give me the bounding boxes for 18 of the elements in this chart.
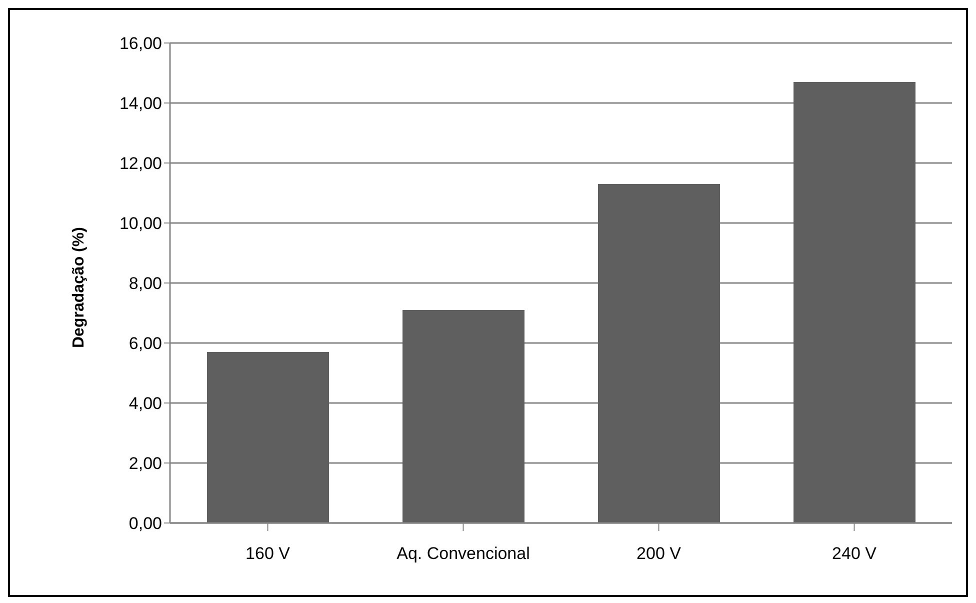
y-tick-label: 14,00 [119,94,162,114]
bar [402,310,524,523]
bar [794,82,916,523]
y-tick-label: 4,00 [128,394,162,414]
bar [207,352,329,523]
y-tick-label: 10,00 [119,214,162,234]
x-tick-label: Aq. Convencional [396,544,530,564]
y-tick-label: 12,00 [119,154,162,174]
y-tick-label: 16,00 [119,34,162,54]
bar [598,184,720,523]
x-tick-label: 240 V [832,544,878,564]
x-tick-label: 200 V [636,544,682,564]
y-axis-title: Degradação (%) [70,227,88,348]
y-tick-label: 2,00 [128,454,162,474]
y-tick-label: 6,00 [128,334,162,354]
y-tick-label: 8,00 [128,274,162,294]
y-tick-label: 0,00 [128,514,162,534]
x-tick-label: 160 V [246,544,291,564]
